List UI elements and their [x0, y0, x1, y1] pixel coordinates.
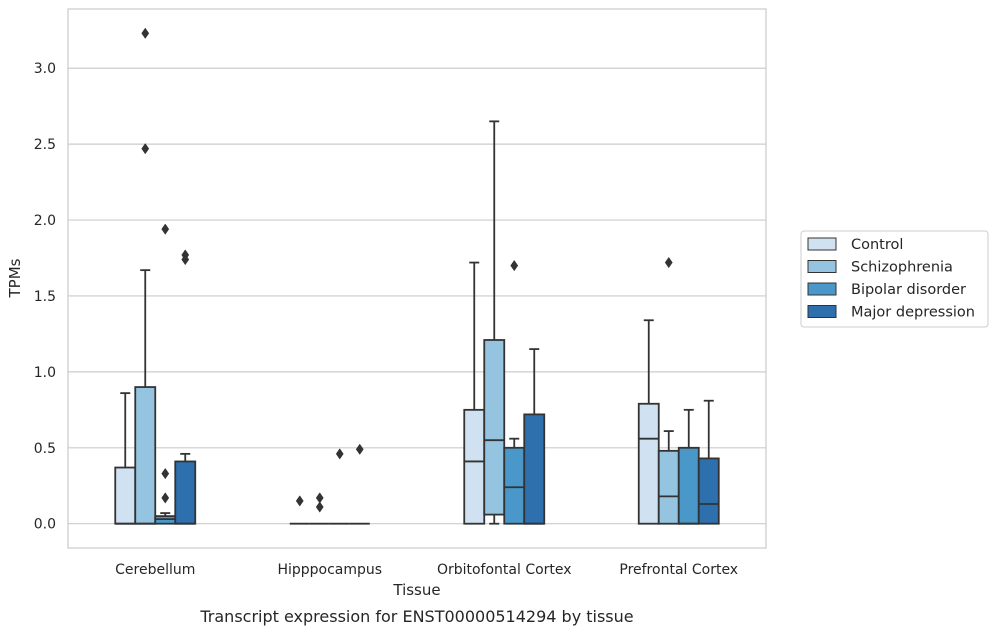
- chart-caption: Transcript expression for ENST0000051429…: [199, 607, 633, 626]
- outlier-point: [664, 256, 673, 269]
- box-cerebellum-bipolar-disorder: [154, 223, 177, 525]
- outlier-point: [315, 501, 324, 513]
- outlier-point: [161, 467, 170, 480]
- legend-swatch: [807, 305, 837, 318]
- box-iqr: [637, 402, 660, 525]
- y-tick-label: 2.0: [34, 213, 56, 229]
- box-iqr: [463, 408, 486, 525]
- outlier-point: [141, 27, 150, 39]
- legend-label: Schizophrenia: [851, 260, 953, 276]
- box-cerebellum-control: [114, 392, 137, 525]
- box-orbitofontal-cortex-major-depression: [523, 348, 546, 525]
- box-iqr: [523, 413, 546, 525]
- outlier-point: [181, 253, 190, 266]
- legend-swatch: [807, 282, 837, 296]
- legend-swatch: [807, 237, 837, 251]
- legend: Control Schizophrenia Bipolar disorder Majo…: [800, 230, 989, 328]
- legend-label: Control: [851, 237, 903, 253]
- box-cerebellum-schizophrenia: [134, 27, 157, 525]
- box-series: [114, 27, 720, 525]
- x-tick-label: Orbitofontal Cortex: [437, 562, 572, 578]
- outlier-point: [141, 143, 150, 155]
- box-iqr: [503, 446, 526, 525]
- outlier-point: [510, 259, 519, 272]
- box-hipppocampus-control: [289, 495, 310, 525]
- box-hipppocampus-major-depression: [349, 443, 370, 525]
- outlier-point: [355, 443, 364, 455]
- plot-frame: [67, 8, 767, 549]
- box-iqr: [483, 339, 506, 516]
- box-iqr: [697, 457, 720, 525]
- x-axis-title: Tissue: [392, 581, 440, 599]
- box-iqr: [677, 446, 700, 525]
- y-tick-label: 2.5: [34, 137, 56, 153]
- box-hipppocampus-bipolar-disorder: [329, 448, 350, 525]
- x-tick-label: Cerebellum: [115, 562, 195, 578]
- outlier-point: [335, 448, 344, 460]
- legend-box: [800, 230, 989, 328]
- box-prefrontal-cortex-major-depression: [697, 399, 720, 525]
- y-tick-label: 0.5: [34, 441, 56, 457]
- outlier-point: [161, 223, 170, 235]
- legend-label: Bipolar disorder: [851, 282, 966, 298]
- outlier-point: [295, 495, 304, 507]
- box-iqr: [174, 460, 197, 525]
- y-axis-title: TPMs: [6, 258, 24, 298]
- box-iqr: [114, 466, 137, 525]
- y-tick-labels: 0.0 0.5 1.0 1.5 2.0 2.5 3.0: [34, 61, 56, 532]
- x-tick-label: Prefrontal Cortex: [619, 562, 738, 578]
- y-tick-label: 3.0: [34, 61, 56, 77]
- outlier-point: [161, 492, 170, 504]
- legend-label: Major depression: [851, 305, 975, 321]
- box-cerebellum-major-depression: [174, 249, 197, 525]
- x-tick-labels: Cerebellum Hipppocampus Orbitofontal Corte…: [115, 562, 738, 578]
- y-tick-label: 0.0: [34, 517, 56, 533]
- legend-swatch: [807, 260, 837, 273]
- y-tick-label: 1.5: [34, 289, 56, 305]
- box-iqr: [134, 386, 157, 525]
- box-iqr: [657, 449, 680, 525]
- box-hipppocampus-schizophrenia: [309, 492, 330, 525]
- y-tick-label: 1.0: [34, 365, 56, 381]
- box-orbitofontal-cortex-schizophrenia: [483, 120, 506, 525]
- x-tick-label: Hipppocampus: [277, 562, 382, 578]
- box-prefrontal-cortex-control: [637, 319, 660, 525]
